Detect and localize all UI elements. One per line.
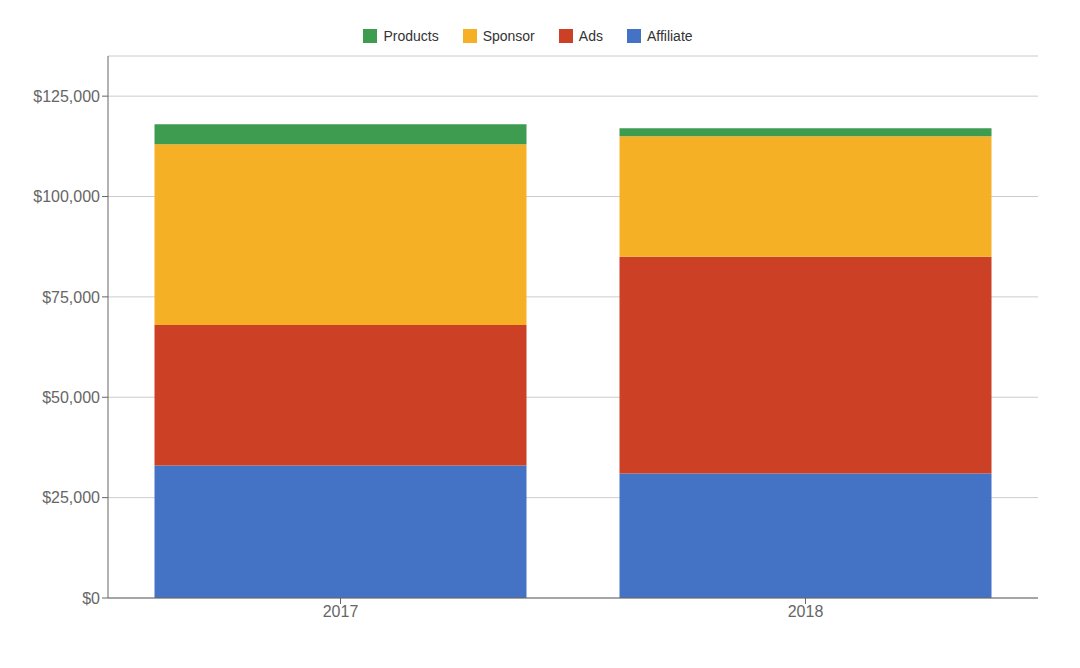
svg-text:2017: 2017	[323, 603, 359, 620]
svg-text:$75,000: $75,000	[42, 289, 100, 306]
svg-text:$50,000: $50,000	[42, 389, 100, 406]
svg-text:2018: 2018	[788, 603, 824, 620]
svg-text:$0: $0	[82, 590, 100, 607]
html-text:Sponsor: Sponsor	[482, 28, 535, 44]
html-text:Ads: Ads	[578, 28, 603, 44]
svg-text:$25,000: $25,000	[42, 489, 100, 506]
html-text:Products: Products	[383, 28, 439, 44]
svg-text:$125,000: $125,000	[33, 88, 100, 105]
svg-text:$100,000: $100,000	[33, 188, 100, 205]
html-text:Affiliate: Affiliate	[646, 28, 693, 44]
